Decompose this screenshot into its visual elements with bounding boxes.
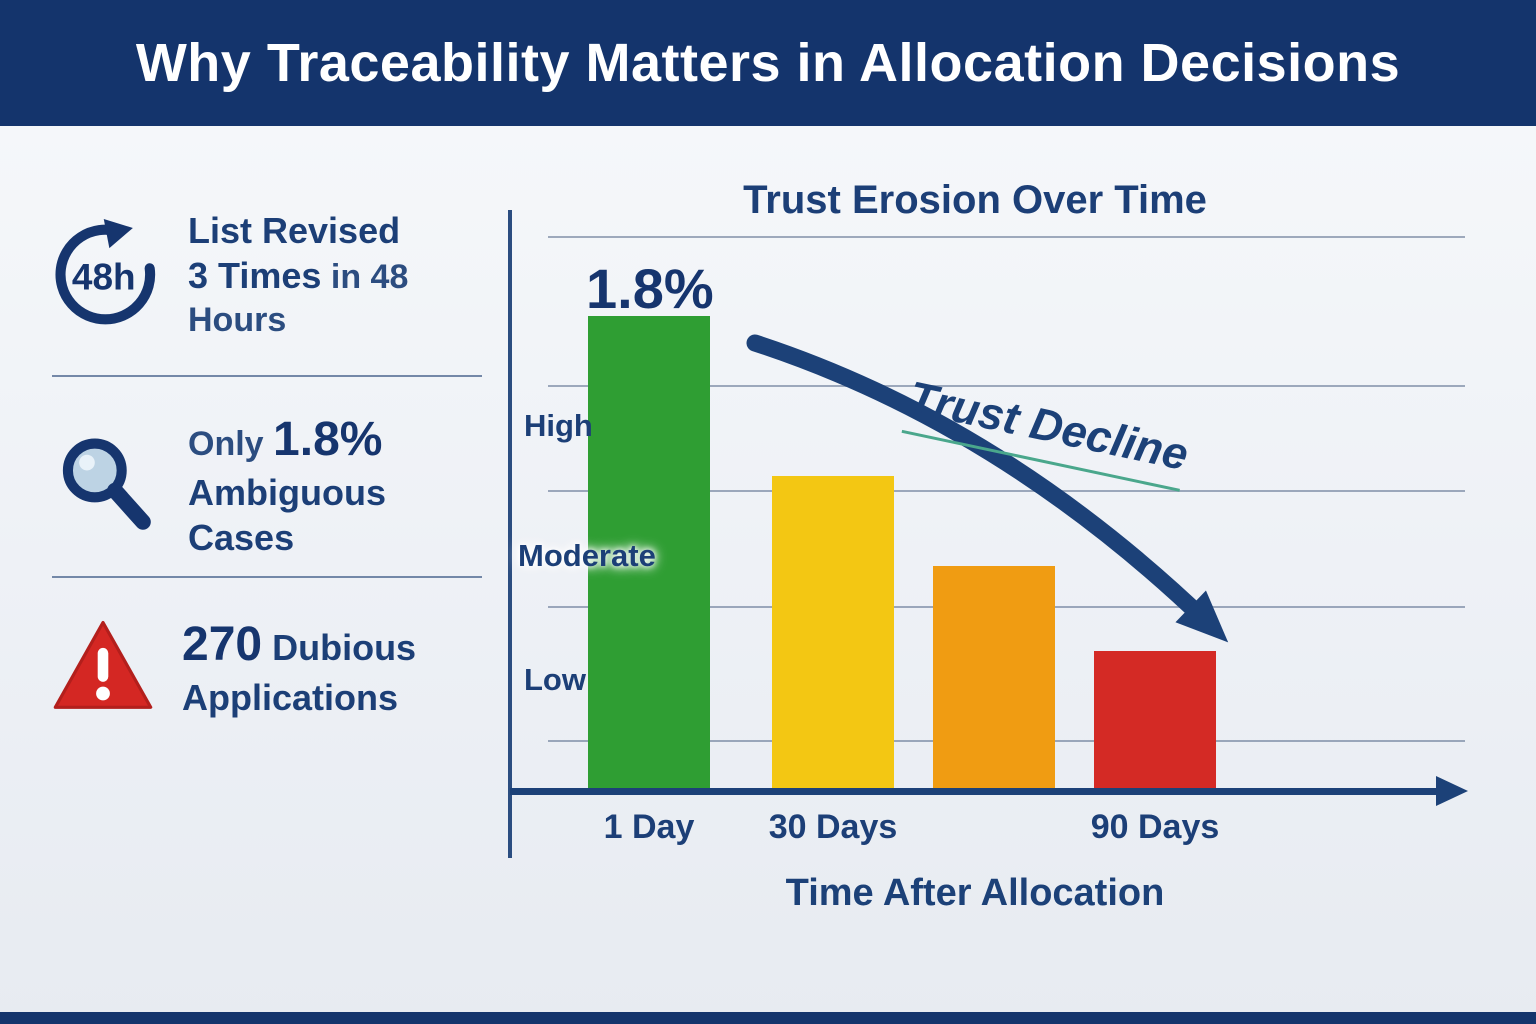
- header-banner: Why Traceability Matters in Allocation D…: [0, 0, 1536, 126]
- y-tick-low: Low: [524, 662, 586, 697]
- x-tick-label: 30 Days: [768, 808, 898, 846]
- gridline: [548, 236, 1465, 238]
- magnifier-icon: [50, 429, 162, 541]
- stats-divider-2: [52, 576, 482, 578]
- bar-4: [1094, 651, 1216, 788]
- y-tick-moderate: Moderate: [518, 538, 656, 573]
- x-axis: [510, 788, 1438, 795]
- y-tick-high: High: [524, 408, 593, 443]
- bar-1: [588, 316, 710, 788]
- stat-dubious-applications: 270 Dubious Applications: [50, 614, 490, 720]
- stat-line-1: 270 Dubious: [182, 615, 416, 675]
- bar-3: [933, 566, 1055, 788]
- x-axis-arrowhead-icon: [1436, 776, 1468, 806]
- x-axis-title: Time After Allocation: [785, 872, 1165, 914]
- y-axis: [508, 210, 512, 858]
- stat-line-1: List Revised: [188, 210, 401, 251]
- x-tick-label: 90 Days: [1090, 808, 1220, 846]
- trend-arrow-icon: [746, 334, 1229, 643]
- stat-text-dubious: 270 Dubious Applications: [182, 615, 416, 720]
- x-tick-label: 1 Day: [603, 808, 695, 846]
- page-title: Why Traceability Matters in Allocation D…: [135, 33, 1401, 93]
- stats-divider-1: [52, 375, 482, 377]
- stat-line-2: Ambiguous Cases: [188, 472, 386, 558]
- bar-value-label: 1.8%: [586, 257, 714, 320]
- stat-line-2-rest: in 48 Hours: [188, 258, 409, 339]
- clock-48h-icon: 48h: [50, 218, 162, 331]
- gridline: [548, 385, 1465, 387]
- warning-triangle-icon: [50, 614, 156, 720]
- stat-line-2: 3 Times in 48 Hours: [188, 253, 490, 341]
- stat-ambiguous-cases: Only 1.8% Ambiguous Cases: [50, 410, 490, 560]
- bar-2: [772, 476, 894, 788]
- stat-text-ambiguous: Only 1.8% Ambiguous Cases: [188, 410, 490, 560]
- stat-line-1-prefix: Only: [188, 425, 274, 463]
- stat-line-1-rest: Dubious: [262, 626, 417, 668]
- stat-line-2: Applications: [182, 676, 399, 718]
- stat-line-1-big: 1.8%: [273, 413, 383, 466]
- chart-title: Trust Erosion Over Time: [743, 178, 1207, 222]
- stat-line-1: Only 1.8%: [188, 410, 490, 470]
- clock-48h-label: 48h: [72, 256, 136, 297]
- gridline: [548, 490, 1465, 492]
- stat-list-revised: 48h List Revised 3 Times in 48 Hours: [50, 208, 490, 341]
- stat-line-1-big: 270: [182, 617, 263, 671]
- footer-bar: [0, 1012, 1536, 1024]
- stat-text-list-revised: List Revised 3 Times in 48 Hours: [188, 208, 490, 341]
- stat-line-2-bold: 3 Times: [188, 255, 322, 296]
